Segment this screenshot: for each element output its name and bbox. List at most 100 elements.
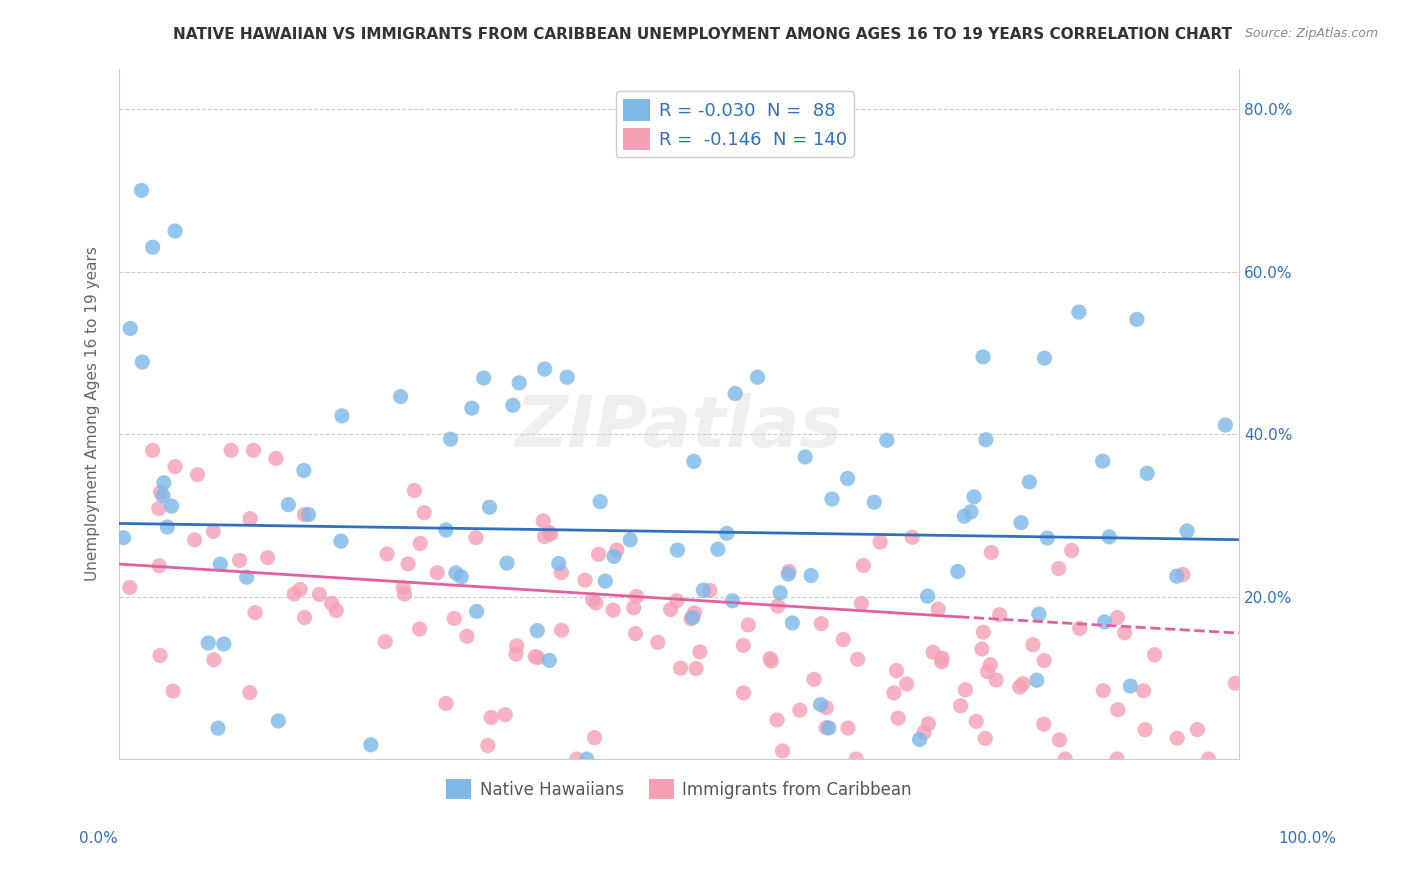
Text: 0.0%: 0.0%	[79, 831, 118, 846]
Immigrants from Caribbean	[979, 657, 1001, 672]
Native Hawaiians	[589, 494, 612, 508]
Immigrants from Caribbean	[778, 564, 800, 578]
Native Hawaiians	[297, 508, 319, 522]
Immigrants from Caribbean	[533, 530, 555, 544]
Native Hawaiians	[555, 370, 578, 384]
Immigrants from Caribbean	[965, 714, 987, 729]
Immigrants from Caribbean	[685, 661, 707, 675]
Immigrants from Caribbean	[624, 626, 647, 640]
Immigrants from Caribbean	[1008, 680, 1031, 694]
Native Hawaiians	[1119, 679, 1142, 693]
Native Hawaiians	[800, 568, 823, 582]
Native Hawaiians	[1094, 615, 1116, 629]
Immigrants from Caribbean	[1171, 567, 1194, 582]
Native Hawaiians	[439, 432, 461, 446]
Immigrants from Caribbean	[118, 581, 141, 595]
Immigrants from Caribbean	[1011, 676, 1033, 690]
Immigrants from Caribbean	[974, 731, 997, 746]
Immigrants from Caribbean	[464, 531, 486, 545]
Text: 100.0%: 100.0%	[1278, 831, 1337, 846]
Native Hawaiians	[1098, 530, 1121, 544]
Immigrants from Caribbean	[292, 508, 315, 522]
Native Hawaiians	[908, 732, 931, 747]
Immigrants from Caribbean	[980, 545, 1002, 559]
Immigrants from Caribbean	[761, 654, 783, 668]
Native Hawaiians	[863, 495, 886, 509]
Immigrants from Caribbean	[683, 606, 706, 620]
Immigrants from Caribbean	[404, 483, 426, 498]
Immigrants from Caribbean	[759, 651, 782, 665]
Y-axis label: Unemployment Among Ages 16 to 19 years: Unemployment Among Ages 16 to 19 years	[86, 246, 100, 582]
Native Hawaiians	[666, 543, 689, 558]
Native Hawaiians	[197, 636, 219, 650]
Native Hawaiians	[917, 589, 939, 603]
Immigrants from Caribbean	[623, 600, 645, 615]
Native Hawaiians	[434, 523, 457, 537]
Native Hawaiians	[682, 610, 704, 624]
Native Hawaiians	[1136, 467, 1159, 481]
Native Hawaiians	[1028, 607, 1050, 621]
Immigrants from Caribbean	[1033, 654, 1056, 668]
Native Hawaiians	[972, 350, 994, 364]
Native Hawaiians	[1018, 475, 1040, 489]
Immigrants from Caribbean	[148, 558, 170, 573]
Immigrants from Caribbean	[413, 506, 436, 520]
Immigrants from Caribbean	[766, 713, 789, 727]
Native Hawaiians	[292, 463, 315, 477]
Immigrants from Caribbean	[409, 536, 432, 550]
Native Hawaiians	[1010, 516, 1032, 530]
Native Hawaiians	[131, 355, 153, 369]
Immigrants from Caribbean	[970, 642, 993, 657]
Native Hawaiians	[1166, 569, 1188, 583]
Immigrants from Caribbean	[479, 710, 502, 724]
Immigrants from Caribbean	[165, 459, 187, 474]
Immigrants from Caribbean	[606, 543, 628, 558]
Native Hawaiians	[1126, 312, 1149, 326]
Immigrants from Caribbean	[264, 451, 287, 466]
Immigrants from Caribbean	[183, 533, 205, 547]
Immigrants from Caribbean	[325, 603, 347, 617]
Immigrants from Caribbean	[917, 716, 939, 731]
Immigrants from Caribbean	[202, 524, 225, 539]
Immigrants from Caribbean	[394, 587, 416, 601]
Immigrants from Caribbean	[456, 629, 478, 643]
Immigrants from Caribbean	[494, 707, 516, 722]
Immigrants from Caribbean	[1132, 683, 1154, 698]
Immigrants from Caribbean	[550, 624, 572, 638]
Native Hawaiians	[692, 583, 714, 598]
Immigrants from Caribbean	[689, 645, 711, 659]
Native Hawaiians	[876, 434, 898, 448]
Native Hawaiians	[782, 615, 804, 630]
Immigrants from Caribbean	[1107, 752, 1129, 766]
Immigrants from Caribbean	[148, 501, 170, 516]
Immigrants from Caribbean	[243, 606, 266, 620]
Immigrants from Caribbean	[927, 602, 949, 616]
Native Hawaiians	[724, 386, 747, 401]
Native Hawaiians	[153, 475, 176, 490]
Native Hawaiians	[277, 498, 299, 512]
Immigrants from Caribbean	[1114, 625, 1136, 640]
Native Hawaiians	[389, 390, 412, 404]
Native Hawaiians	[538, 653, 561, 667]
Native Hawaiians	[1215, 417, 1237, 432]
Native Hawaiians	[444, 566, 467, 580]
Native Hawaiians	[619, 533, 641, 547]
Immigrants from Caribbean	[288, 582, 311, 597]
Immigrants from Caribbean	[505, 639, 527, 653]
Native Hawaiians	[946, 565, 969, 579]
Native Hawaiians	[267, 714, 290, 728]
Immigrants from Caribbean	[912, 725, 935, 739]
Native Hawaiians	[465, 604, 488, 618]
Immigrants from Caribbean	[931, 651, 953, 665]
Immigrants from Caribbean	[837, 721, 859, 735]
Immigrants from Caribbean	[426, 566, 449, 580]
Immigrants from Caribbean	[142, 443, 165, 458]
Immigrants from Caribbean	[219, 443, 242, 458]
Immigrants from Caribbean	[883, 686, 905, 700]
Immigrants from Caribbean	[228, 553, 250, 567]
Immigrants from Caribbean	[308, 587, 330, 601]
Immigrants from Caribbean	[1054, 752, 1077, 766]
Immigrants from Caribbean	[283, 587, 305, 601]
Native Hawaiians	[207, 721, 229, 735]
Native Hawaiians	[1067, 305, 1090, 319]
